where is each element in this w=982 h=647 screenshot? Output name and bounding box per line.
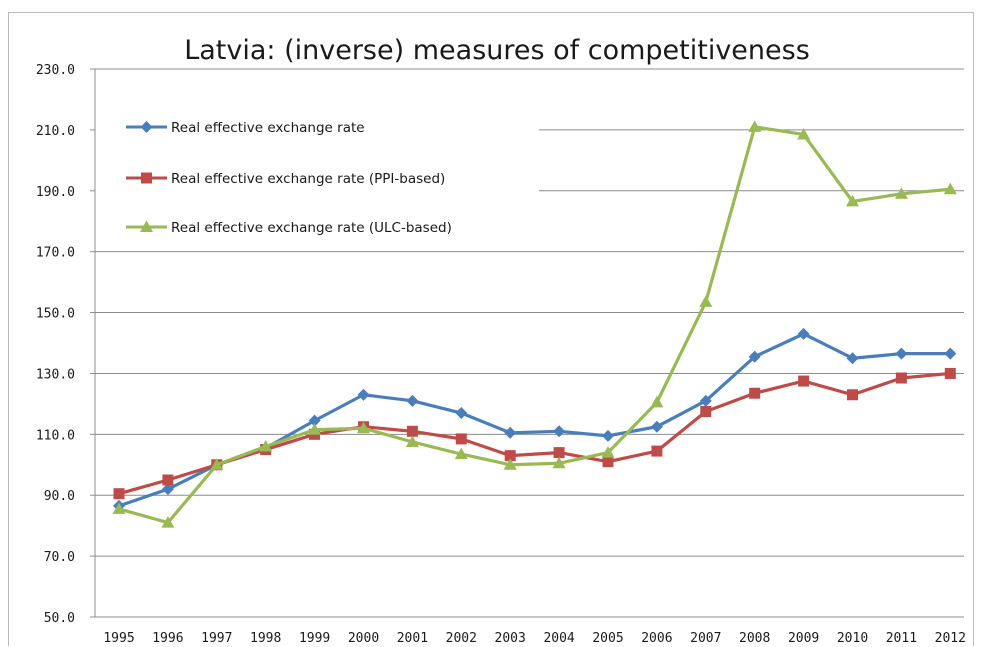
data-point-marker xyxy=(895,372,907,384)
data-point-marker xyxy=(846,194,859,207)
x-tick-label: 2004 xyxy=(543,631,574,646)
y-tick-label: 210.0 xyxy=(36,124,75,139)
x-tick-label: 1997 xyxy=(201,631,232,646)
data-point-marker xyxy=(847,389,858,401)
data-point-marker xyxy=(797,327,810,340)
series-line xyxy=(118,332,951,508)
y-tick-label: 110.0 xyxy=(36,428,75,443)
legend-label: Real effective exchange rate xyxy=(171,120,365,136)
chart-frame: Latvia: (inverse) measures of competitiv… xyxy=(8,12,974,646)
data-point-marker xyxy=(455,407,468,420)
legend-label: Real effective exchange rate (PPI-based) xyxy=(171,171,445,187)
y-axis-tick-labels: 50.0 70.0 90.0 110.0 130.0 150.0 170.0 190.0 210… xyxy=(36,63,75,626)
data-point-marker xyxy=(798,375,810,387)
x-tick-label: 2011 xyxy=(886,631,917,646)
series-group xyxy=(113,327,957,512)
data-point-marker xyxy=(112,502,126,514)
data-point-marker xyxy=(161,483,174,496)
data-point-marker xyxy=(259,440,273,452)
data-point-marker xyxy=(602,429,614,442)
x-tick-label: 2005 xyxy=(592,631,623,646)
x-axis-tick-labels: 1995 1996 1997 1998 1999 2000 2001 2002 2003 2004… xyxy=(103,631,966,646)
data-point-marker xyxy=(895,347,908,360)
data-point-marker xyxy=(504,426,517,439)
x-tick-label: 2012 xyxy=(935,631,966,646)
x-tick-label: 1995 xyxy=(103,631,134,646)
data-point-marker xyxy=(454,447,468,460)
x-tick-label: 1999 xyxy=(299,631,330,646)
y-tick-label: 50.0 xyxy=(44,611,75,626)
data-point-marker xyxy=(749,387,761,399)
series-layer xyxy=(112,120,957,528)
data-point-marker xyxy=(140,220,153,232)
data-point-marker xyxy=(455,433,467,445)
data-point-marker xyxy=(651,445,663,457)
data-point-marker xyxy=(553,425,566,438)
data-point-marker xyxy=(308,414,321,427)
data-point-marker xyxy=(700,406,712,417)
x-tick-label: 2000 xyxy=(348,631,379,646)
x-tick-label: 2006 xyxy=(641,631,672,646)
y-tick-label: 170.0 xyxy=(36,246,75,261)
data-point-marker xyxy=(210,458,224,470)
data-point-marker xyxy=(140,121,153,133)
data-point-marker xyxy=(308,423,322,435)
data-point-marker xyxy=(162,474,174,486)
data-point-marker xyxy=(504,450,516,462)
data-point-marker xyxy=(699,295,713,307)
x-tick-label: 2008 xyxy=(739,631,770,646)
x-tick-label: 1996 xyxy=(152,631,183,646)
legend: Real effective exchange rate Real effecti… xyxy=(126,120,452,236)
axes xyxy=(90,68,964,618)
y-tick-label: 190.0 xyxy=(36,185,75,200)
data-point-marker xyxy=(650,420,663,433)
grid-lines xyxy=(95,68,964,557)
data-point-marker xyxy=(748,350,761,363)
data-point-marker xyxy=(602,456,614,468)
x-tick-label: 2003 xyxy=(495,631,526,646)
x-tick-label: 2002 xyxy=(446,631,477,646)
data-point-marker xyxy=(944,367,956,379)
data-point-marker xyxy=(699,394,712,407)
data-point-marker xyxy=(503,458,517,470)
y-tick-label: 130.0 xyxy=(36,367,75,382)
line-chart: Latvia: (inverse) measures of competitiv… xyxy=(36,35,966,646)
y-tick-label: 90.0 xyxy=(44,489,75,504)
y-tick-label: 150.0 xyxy=(36,307,75,322)
data-point-marker xyxy=(601,446,615,458)
x-tick-label: 2010 xyxy=(837,631,868,646)
y-tick-label: 70.0 xyxy=(44,550,75,565)
series-line xyxy=(118,371,951,496)
series-line xyxy=(118,125,951,525)
data-point-marker xyxy=(113,488,125,500)
data-point-marker xyxy=(405,435,419,447)
x-tick-label: 1998 xyxy=(250,631,281,646)
chart-title: Latvia: (inverse) measures of competitiv… xyxy=(184,35,810,66)
data-point-marker xyxy=(161,516,175,528)
data-point-marker xyxy=(552,456,566,469)
data-point-marker xyxy=(406,394,419,407)
data-point-marker xyxy=(357,388,370,401)
data-point-marker xyxy=(797,127,811,140)
data-point-marker xyxy=(894,187,908,199)
data-point-marker xyxy=(406,425,418,437)
y-tick-label: 230.0 xyxy=(36,63,75,78)
series-group xyxy=(112,120,957,528)
data-point-marker xyxy=(553,447,565,459)
data-point-marker xyxy=(650,395,664,408)
legend-label: Real effective exchange rate (ULC-based) xyxy=(171,220,452,236)
x-tick-label: 2007 xyxy=(690,631,721,646)
data-point-marker xyxy=(846,352,859,365)
data-point-marker xyxy=(944,347,957,360)
data-point-marker xyxy=(943,182,957,195)
x-tick-label: 2001 xyxy=(397,631,428,646)
data-point-marker xyxy=(748,120,762,132)
x-tick-label: 2009 xyxy=(788,631,819,646)
data-point-marker xyxy=(357,421,370,434)
data-point-marker xyxy=(141,172,152,184)
